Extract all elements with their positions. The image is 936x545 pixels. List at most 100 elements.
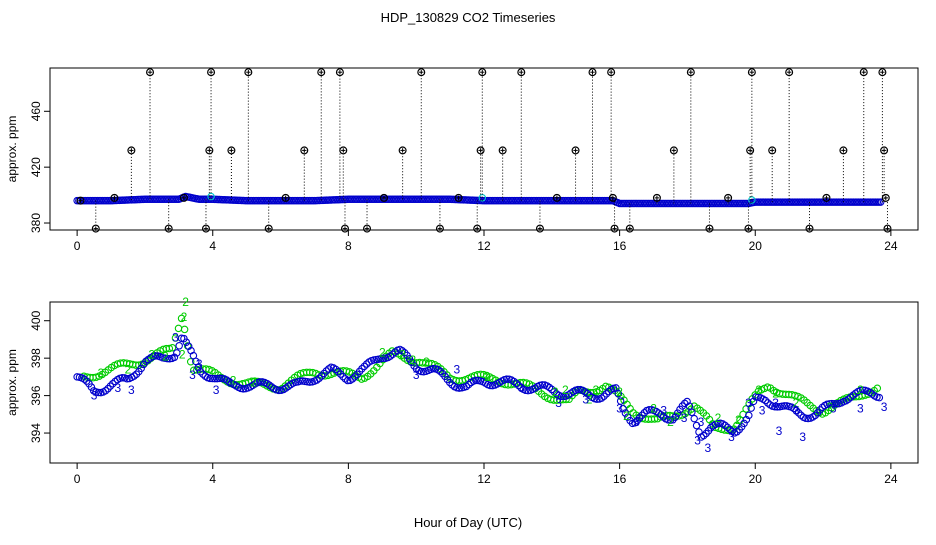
bottom-blue-point — [211, 374, 219, 383]
bottom-blue-point — [429, 364, 437, 373]
bottom-blue-point — [740, 419, 748, 428]
top-spike-marker — [883, 224, 892, 233]
bottom-blue-point — [669, 416, 677, 424]
top-spike-marker — [822, 193, 831, 202]
bottom-blue-point — [87, 383, 96, 391]
bottom-blue-point — [360, 362, 369, 371]
bottom-blue-point — [464, 380, 473, 389]
bottom-blue-point — [320, 369, 328, 378]
bottom-label-2: 2 — [148, 347, 155, 361]
bottom-blue-point — [583, 389, 592, 398]
bottom-blue-point — [436, 367, 445, 376]
bottom-label-2: 2 — [230, 374, 237, 388]
bottom-blue-point — [389, 350, 397, 358]
bottom-label-2: 2 — [125, 362, 132, 376]
top-highlight-point — [478, 194, 487, 202]
bottom-blue-point — [830, 399, 839, 408]
bottom-blue-point — [132, 370, 141, 378]
top-spike-marker — [363, 224, 372, 233]
bottom-blue-point — [664, 416, 672, 424]
bottom-blue-point — [486, 381, 494, 390]
bottom-label-3: 3 — [454, 362, 461, 376]
bottom-blue-point — [548, 385, 556, 394]
bottom-blue-point — [545, 383, 554, 392]
bottom-label-2: 2 — [623, 409, 630, 423]
top-spike-marker — [207, 68, 216, 77]
top-x-tick-label: 24 — [884, 239, 898, 253]
bottom-label-3: 3 — [633, 415, 640, 429]
x-axis-label: Hour of Day (UTC) — [414, 515, 522, 530]
bottom-blue-point — [184, 342, 193, 351]
top-spike-marker — [91, 224, 100, 233]
bottom-blue-point — [671, 413, 679, 421]
bottom-green-point — [186, 358, 195, 366]
top-x-tick-label: 8 — [345, 239, 352, 253]
bottom-label-2: 2 — [562, 383, 569, 397]
bottom-green-point — [165, 344, 174, 353]
bottom-blue-point — [690, 414, 698, 423]
bottom-blue-point — [521, 386, 530, 395]
bottom-x-tick-label: 4 — [209, 472, 216, 486]
bottom-blue-point — [213, 374, 221, 383]
bottom-blue-point — [832, 400, 841, 408]
bottom-label-2: 2 — [616, 385, 623, 399]
top-spike-marker — [340, 224, 349, 233]
bottom-blue-point — [790, 404, 798, 413]
bottom-label-2: 2 — [650, 402, 657, 416]
bottom-blue-point — [593, 395, 601, 403]
bottom-label-2: 2 — [827, 400, 834, 414]
bottom-label-2: 2 — [715, 411, 722, 425]
bottom-blue-point — [398, 346, 407, 355]
top-spike-marker — [478, 68, 487, 77]
bottom-blue-point — [151, 352, 160, 360]
bottom-label-3: 3 — [704, 441, 711, 455]
bottom-blue-point — [825, 400, 834, 408]
bottom-label-2: 2 — [399, 347, 406, 361]
top-y-tick-label: 420 — [29, 157, 43, 177]
bottom-blue-point — [182, 338, 191, 346]
bottom-blue-point — [502, 375, 511, 383]
bottom-green-point — [342, 367, 351, 375]
bottom-label-2: 2 — [755, 383, 762, 397]
top-spike-marker — [859, 68, 868, 77]
bottom-blue-point — [699, 431, 708, 440]
bottom-blue-point — [173, 349, 181, 357]
bottom-label-2: 2 — [250, 376, 257, 390]
top-spike-marker — [785, 68, 794, 77]
bottom-label-3: 3 — [582, 392, 589, 406]
bottom-blue-point — [80, 375, 88, 383]
top-y-tick-label: 380 — [29, 213, 43, 233]
bottom-label-3: 3 — [226, 376, 233, 390]
top-spike-marker — [881, 193, 890, 202]
top-spike-marker — [571, 146, 580, 155]
top-spike-marker — [339, 146, 348, 155]
bottom-label-3: 3 — [830, 402, 837, 416]
bottom-blue-point — [858, 386, 867, 394]
bottom-blue-point — [108, 379, 117, 388]
bottom-x-tick-label: 24 — [884, 472, 898, 486]
bottom-label-3: 3 — [681, 411, 688, 425]
top-x-tick-label: 16 — [613, 239, 627, 253]
bottom-blue-point — [175, 342, 183, 350]
bottom-blue-point — [619, 404, 627, 413]
bottom-blue-point — [875, 393, 884, 402]
bottom-x-tick-label: 16 — [613, 472, 627, 486]
bottom-blue-point — [773, 403, 782, 411]
bottom-blue-point — [771, 402, 779, 411]
bottom-blue-point — [348, 375, 357, 383]
top-spike-marker — [435, 224, 444, 233]
bottom-label-2: 2 — [552, 385, 559, 399]
bottom-blue-point — [94, 388, 103, 397]
bottom-blue-point — [714, 419, 722, 428]
top-spike-marker — [625, 224, 634, 233]
bottom-label-3: 3 — [793, 404, 800, 418]
top-x-tick-label: 12 — [477, 239, 491, 253]
bottom-blue-point — [142, 357, 150, 365]
bottom-blue-point — [123, 374, 131, 383]
bottom-blue-point — [196, 368, 205, 376]
bottom-blue-point — [130, 372, 138, 380]
bottom-blue-point — [685, 402, 694, 410]
bottom-blue-point — [510, 377, 518, 386]
